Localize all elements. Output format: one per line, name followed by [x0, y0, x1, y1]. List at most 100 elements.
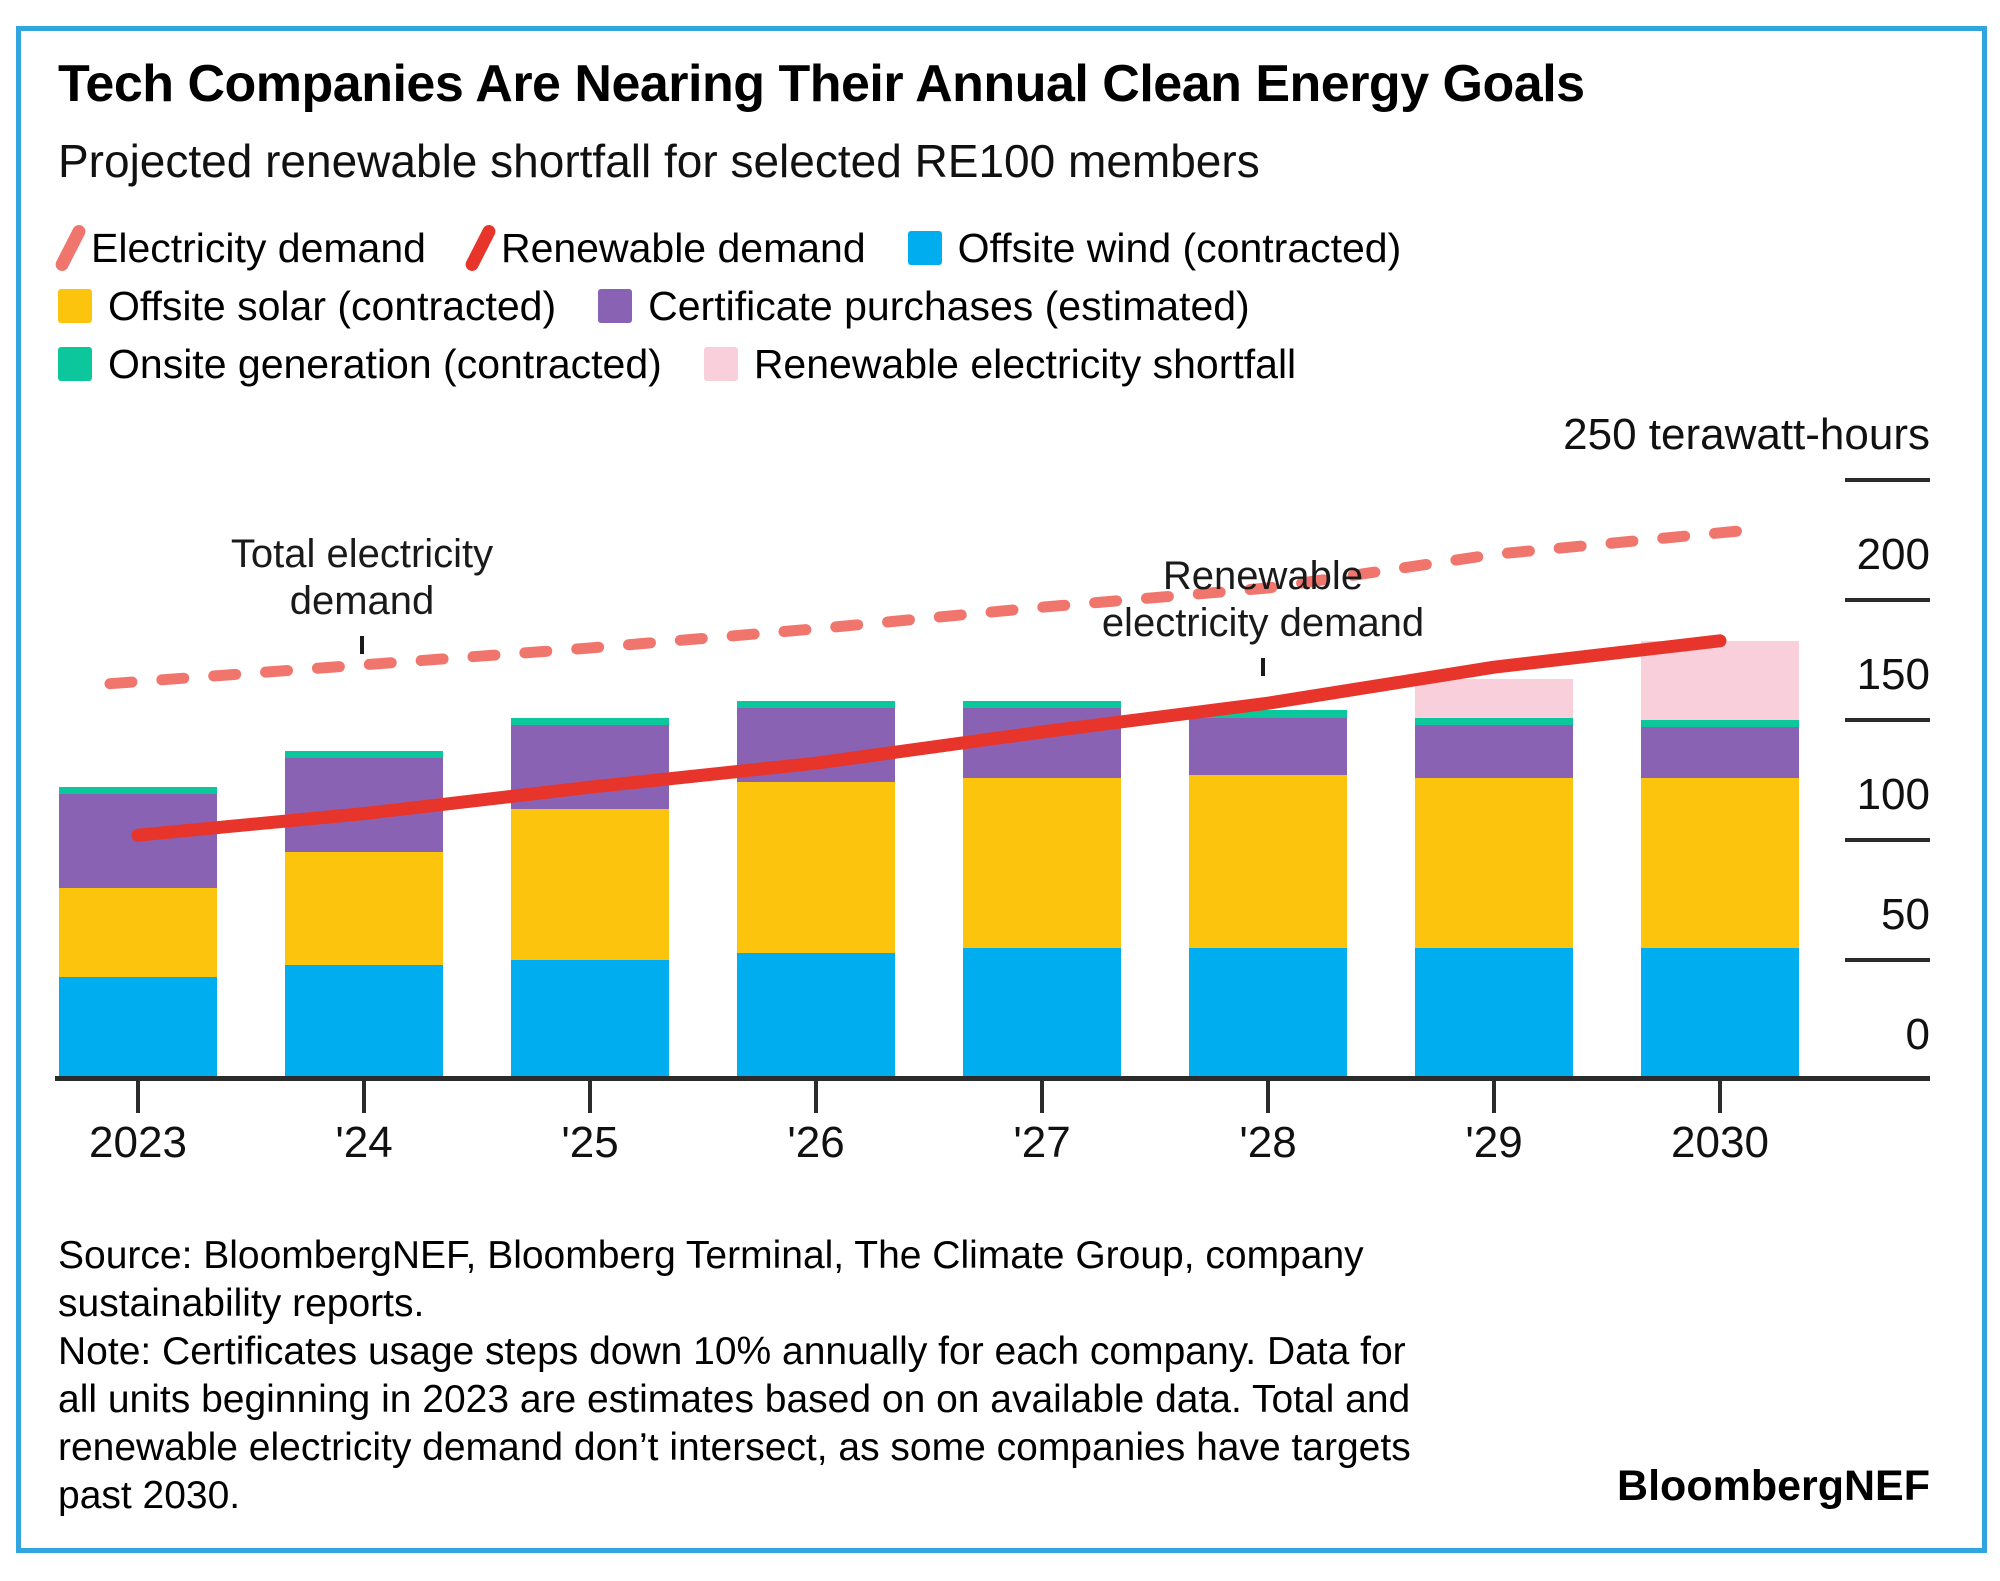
annotation-renewable-electricity-demand: Renewable electricity demand — [1023, 553, 1503, 647]
bar-segment-wind — [963, 948, 1121, 1080]
bloombergnef-logo: BloombergNEF — [1617, 1462, 1930, 1510]
page-subtitle: Projected renewable shortfall for select… — [58, 135, 1260, 187]
annotation-line: electricity demand — [1101, 601, 1425, 645]
page-title: Tech Companies Are Nearing Their Annual … — [58, 55, 1585, 113]
bar-segment-wind — [1189, 948, 1347, 1080]
source-line: sustainability reports. — [58, 1282, 425, 1325]
x-axis-label: '25 — [561, 1118, 619, 1167]
square-swatch-icon — [58, 289, 92, 323]
card-border — [16, 26, 1987, 1553]
legend-item-renewable-demand: Renewable demand — [463, 222, 866, 274]
bar-segment-certs — [285, 758, 443, 852]
bar-segment-onsite — [737, 700, 895, 708]
bar-segment-solar — [1641, 777, 1799, 948]
legend-label: Electricity demand — [91, 224, 426, 271]
legend-label: Certificate purchases (estimated) — [648, 282, 1250, 329]
bar-segment-certs — [737, 708, 895, 783]
annotation-pointer-tick — [1261, 658, 1265, 676]
x-tick — [1040, 1081, 1044, 1113]
bar-segment-onsite — [511, 717, 669, 725]
legend-row: Offsite solar (contracted) Certificate pu… — [58, 280, 1401, 332]
bar-segment-shortfall — [1415, 679, 1573, 718]
legend-item-wind: Offsite wind (contracted) — [907, 224, 1402, 272]
y-axis-label: 200 — [1856, 530, 1930, 579]
legend: Electricity demand Renewable demand Offsit… — [53, 222, 1402, 396]
legend-label: Offsite wind (contracted) — [957, 224, 1402, 271]
bar-segment-solar — [1189, 775, 1347, 948]
x-tick — [588, 1081, 592, 1113]
bar-segment-onsite — [1641, 720, 1799, 728]
square-swatch-icon — [703, 347, 738, 381]
x-axis-label: '24 — [335, 1118, 393, 1167]
bar-segment-onsite — [1189, 710, 1347, 718]
annotation-line: Renewable — [1162, 554, 1364, 598]
x-tick — [136, 1081, 140, 1113]
x-tick — [814, 1081, 818, 1113]
legend-label: Renewable electricity shortfall — [753, 340, 1297, 387]
bar-segment-certs — [1189, 717, 1347, 776]
square-swatch-icon — [58, 347, 92, 381]
bar-segment-wind — [1641, 948, 1799, 1080]
x-axis-label: '26 — [787, 1118, 845, 1167]
bar-segment-solar — [511, 808, 669, 960]
x-axis-label: 2030 — [1671, 1118, 1769, 1167]
y-axis-label: 150 — [1856, 650, 1930, 699]
y-tick — [1845, 718, 1930, 722]
bar-segment-wind — [511, 960, 669, 1080]
line-swatch-icon — [53, 222, 88, 274]
bar-segment-certs — [963, 708, 1121, 778]
note-line: past 2030. — [58, 1474, 241, 1517]
y-axis-label: 0 — [1905, 1010, 1930, 1059]
annotation-line: demand — [289, 579, 435, 623]
legend-label: Offsite solar (contracted) — [108, 282, 557, 329]
legend-item-certs: Certificate purchases (estimated) — [598, 283, 1250, 330]
y-tick — [1845, 478, 1930, 482]
line-swatch-icon — [463, 222, 498, 274]
bar-segment-certs — [59, 794, 217, 888]
y-tick — [1845, 838, 1930, 842]
y-tick — [1845, 958, 1930, 962]
legend-item-solar: Offsite solar (contracted) — [58, 283, 556, 330]
y-axis-label: 50 — [1881, 890, 1930, 939]
bar-segment-wind — [737, 952, 895, 1080]
note-line: renewable electricity demand don’t inter… — [58, 1426, 1411, 1469]
legend-label: Renewable demand — [500, 224, 866, 271]
y-axis-label: 100 — [1856, 770, 1930, 819]
annotation-pointer-tick — [360, 636, 364, 654]
x-tick — [362, 1081, 366, 1113]
bar-segment-solar — [737, 782, 895, 953]
bar-segment-wind — [1415, 948, 1573, 1080]
note-line: Note: Certificates usage steps down 10% … — [58, 1330, 1406, 1373]
bar-segment-certs — [1415, 724, 1573, 778]
x-tick — [1266, 1081, 1270, 1113]
bar-segment-onsite — [1415, 717, 1573, 725]
square-swatch-icon — [907, 231, 942, 265]
source-line: Source: BloombergNEF, Bloomberg Terminal… — [58, 1234, 1364, 1277]
legend-item-onsite: Onsite generation (contracted) — [58, 341, 662, 388]
legend-row: Onsite generation (contracted) Renewable … — [58, 338, 1401, 390]
legend-row: Electricity demand Renewable demand Offsit… — [53, 222, 1402, 274]
square-swatch-icon — [598, 289, 633, 323]
x-axis-line — [55, 1076, 1930, 1081]
x-tick — [1718, 1081, 1722, 1113]
x-axis-label: '28 — [1239, 1118, 1297, 1167]
annotation-total-electricity-demand: Total electricity demand — [152, 531, 572, 625]
bar-segment-wind — [285, 964, 443, 1080]
bar-segment-solar — [285, 852, 443, 965]
x-tick — [1492, 1081, 1496, 1113]
x-axis-label: '29 — [1465, 1118, 1523, 1167]
source-note: Source: BloombergNEF, Bloomberg Terminal… — [58, 1232, 1411, 1520]
bar-segment-certs — [1641, 727, 1799, 778]
note-line: all units beginning in 2023 are estimate… — [58, 1378, 1411, 1421]
bar-segment-onsite — [963, 700, 1121, 708]
bar-segment-solar — [963, 777, 1121, 948]
y-axis-label: 250 terawatt-hours — [1563, 410, 1930, 459]
legend-item-electricity-demand: Electricity demand — [53, 222, 426, 274]
bar-segment-shortfall — [1641, 640, 1799, 720]
x-axis-label: 2023 — [89, 1118, 187, 1167]
legend-label: Onsite generation (contracted) — [108, 340, 662, 387]
x-axis-label: '27 — [1013, 1118, 1071, 1167]
y-tick — [1845, 598, 1930, 602]
bar-segment-wind — [59, 976, 217, 1080]
